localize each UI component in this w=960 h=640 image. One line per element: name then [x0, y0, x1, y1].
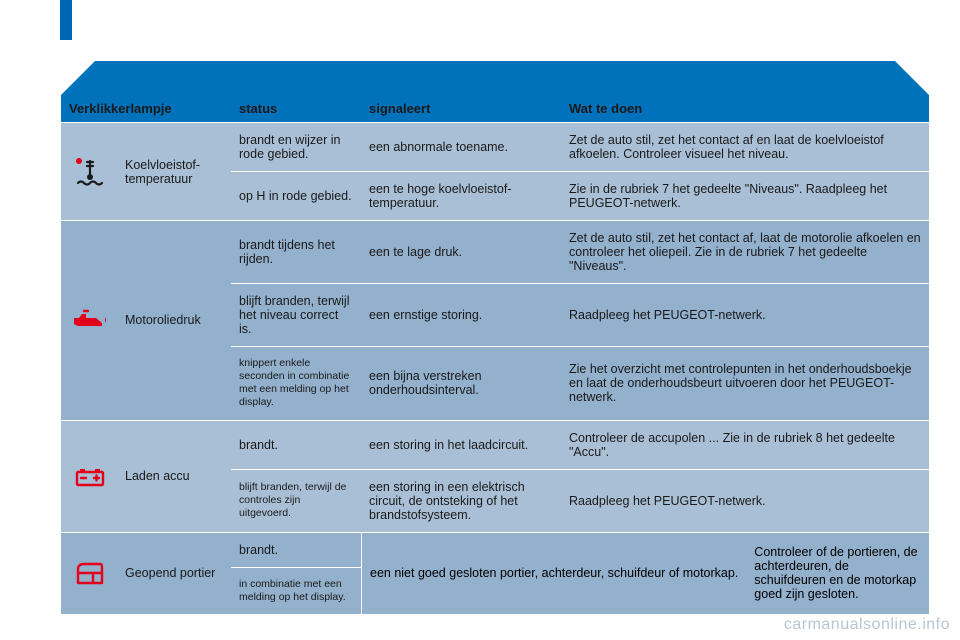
- cell-status: brandt en wijzer in rode gebied.: [231, 123, 361, 171]
- header-action: Wat te doen: [561, 95, 929, 122]
- footer-watermark: carmanualsonline.info: [784, 616, 950, 634]
- table-header-row: Verklikkerlampje status signaleert Wat t…: [61, 95, 929, 122]
- cell-signal: een storing in een elektrisch circuit, d…: [361, 470, 561, 532]
- door-open-icon: [73, 559, 107, 587]
- table-row: brandt. een storing in het laadcircuit. …: [231, 421, 929, 469]
- group-battery: Laden accu brandt. een storing in het la…: [61, 420, 929, 532]
- battery-icon: [73, 464, 107, 488]
- table-row: brandt.: [231, 533, 361, 567]
- cell-status: knippert enkele seconden in combinatie m…: [231, 347, 361, 420]
- cell-action: Zet de auto stil, zet het contact af en …: [561, 123, 929, 171]
- banner-strip: [61, 61, 929, 95]
- cell-signal: een ernstige storing.: [361, 284, 561, 346]
- header-lamp: Verklikkerlampje: [61, 95, 231, 122]
- table-row: blijft branden, terwijl de controles zij…: [231, 469, 929, 532]
- table-row: brandt en wijzer in rode gebied. een abn…: [231, 123, 929, 171]
- group-name: Koelvloeistof-temperatuur: [119, 123, 231, 220]
- header-status: status: [231, 95, 361, 122]
- cell-status: brandt.: [231, 421, 361, 469]
- icon-cell: [61, 533, 119, 614]
- header-signal: signaleert: [361, 95, 561, 122]
- cell-signal: een te lage druk.: [361, 221, 561, 283]
- group-door: Geopend portier brandt. in combinatie me…: [61, 532, 929, 614]
- cell-signal: een te hoge koelvloeistof-temperatuur.: [361, 172, 561, 220]
- table-row: knippert enkele seconden in combinatie m…: [231, 346, 929, 420]
- cell-action: Zet de auto stil, zet het contact af, la…: [561, 221, 929, 283]
- cell-status: in combinatie met een melding op het dis…: [231, 568, 361, 614]
- table-row: in combinatie met een melding op het dis…: [231, 567, 361, 614]
- group-oil: Motoroliedruk brandt tijdens het rijden.…: [61, 220, 929, 420]
- group-name: Geopend portier: [119, 533, 231, 614]
- cell-action-merged: Controleer of de portieren, de achterdeu…: [746, 533, 929, 614]
- cell-signal: een abnormale toename.: [361, 123, 561, 171]
- oil-pressure-icon: [70, 308, 110, 332]
- cell-action: Raadpleeg het PEUGEOT-netwerk.: [561, 284, 929, 346]
- coolant-temp-icon: [73, 155, 107, 189]
- cell-status: blijft branden, terwijl de controles zij…: [231, 470, 361, 532]
- group-rows: brandt. in combinatie met een melding op…: [231, 533, 929, 614]
- cell-signal-merged: een niet goed gesloten portier, achterde…: [361, 533, 746, 614]
- table-row: brandt tijdens het rijden. een te lage d…: [231, 221, 929, 283]
- cell-action: Controleer de accupolen ... Zie in de ru…: [561, 421, 929, 469]
- warning-lamp-table: Verklikkerlampje status signaleert Wat t…: [60, 60, 930, 615]
- group-coolant: Koelvloeistof-temperatuur brandt en wijz…: [61, 122, 929, 220]
- icon-cell: [61, 221, 119, 420]
- cell-status: op H in rode gebied.: [231, 172, 361, 220]
- side-tab: [60, 0, 72, 40]
- group-name: Laden accu: [119, 421, 231, 532]
- cell-action: Raadpleeg het PEUGEOT-netwerk.: [561, 470, 929, 532]
- cell-status: brandt tijdens het rijden.: [231, 221, 361, 283]
- cell-action: Zie het overzicht met controlepunten in …: [561, 347, 929, 420]
- icon-cell: [61, 421, 119, 532]
- group-rows: brandt. een storing in het laadcircuit. …: [231, 421, 929, 532]
- cell-action: Zie in de rubriek 7 het gedeelte "Niveau…: [561, 172, 929, 220]
- cell-signal: een storing in het laadcircuit.: [361, 421, 561, 469]
- group-name: Motoroliedruk: [119, 221, 231, 420]
- cell-status: brandt.: [231, 533, 361, 567]
- table-row: blijft branden, terwijl het niveau corre…: [231, 283, 929, 346]
- group-rows: brandt en wijzer in rode gebied. een abn…: [231, 123, 929, 220]
- cell-status: blijft branden, terwijl het niveau corre…: [231, 284, 361, 346]
- group-rows: brandt tijdens het rijden. een te lage d…: [231, 221, 929, 420]
- icon-cell: [61, 123, 119, 220]
- cell-signal: een bijna verstreken onderhoudsinterval.: [361, 347, 561, 420]
- table-row: op H in rode gebied. een te hoge koelvlo…: [231, 171, 929, 220]
